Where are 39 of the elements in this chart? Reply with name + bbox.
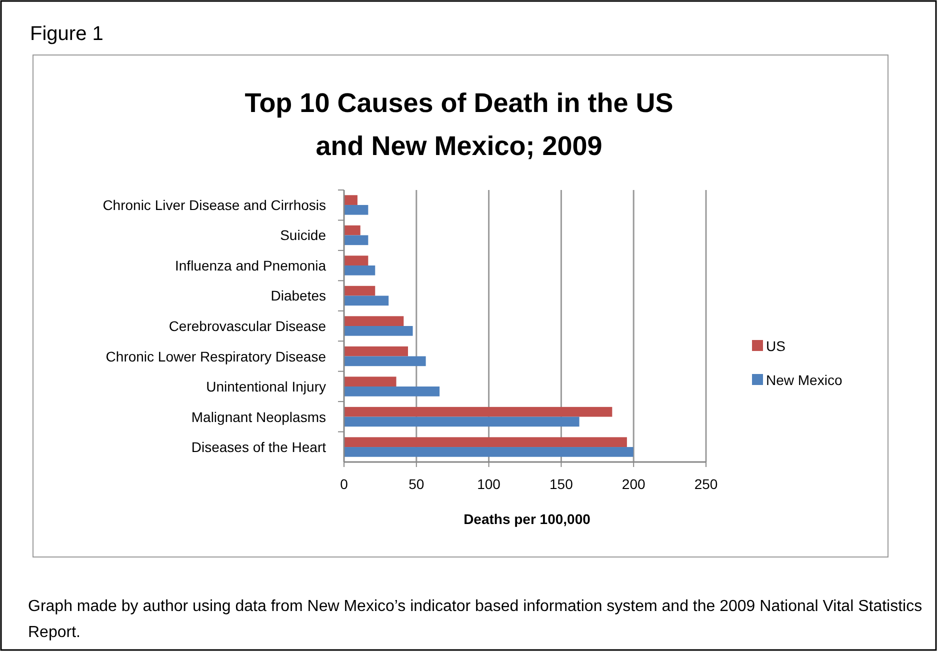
- bar: [344, 296, 389, 306]
- legend-label: New Mexico: [766, 372, 842, 388]
- y-tick-label: Malignant Neoplasms: [191, 408, 326, 425]
- bar: [344, 326, 413, 336]
- y-tick-label: Diabetes: [270, 288, 326, 304]
- bar: [344, 256, 368, 266]
- bar: [344, 406, 612, 417]
- chart-title: Top 10 Causes of Death in the US and New Mexico; 2009: [244, 88, 674, 161]
- x-tick-label: 50: [408, 476, 424, 492]
- x-tick-label: 200: [622, 476, 646, 492]
- bar: [344, 225, 360, 236]
- y-tick-label: Suicide: [280, 227, 326, 244]
- y-tick-label: Chronic Lower Respiratory Disease: [106, 348, 326, 364]
- x-axis-title: Deaths per 100,000: [464, 511, 591, 527]
- bar: [344, 265, 376, 276]
- bar: [344, 316, 404, 326]
- legend-label: US: [766, 338, 786, 354]
- bar: [344, 386, 440, 396]
- x-tick-label: 150: [550, 476, 574, 492]
- bar: [344, 204, 368, 215]
- x-tick-label: 250: [694, 476, 718, 492]
- text: Graph made by author using data from New Mexico’s indicator based information system and the 2009 National Vital Statistics Report.: [28, 597, 924, 643]
- bar: [344, 376, 396, 387]
- y-tick-label: Chronic Liver Disease and Cirrhosis: [102, 196, 326, 213]
- bar: [344, 416, 580, 427]
- x-tick-label: 100: [477, 476, 501, 492]
- y-tick-label: Diseases of the Heart: [191, 439, 326, 456]
- bar: [344, 437, 627, 448]
- bar: [344, 195, 358, 205]
- caption: Figure 1: [30, 23, 104, 45]
- y-tick-label: Unintentional Injury: [206, 378, 326, 395]
- y-tick-label: Cerebrovascular Disease: [168, 318, 326, 334]
- bar: [344, 346, 408, 356]
- x-tick-label: 0: [340, 476, 348, 492]
- y-tick-label: Influenza and Pnemonia: [175, 257, 326, 274]
- bar: [344, 356, 426, 366]
- bar: [344, 235, 368, 246]
- bar: [344, 286, 376, 296]
- bar: [344, 447, 634, 457]
